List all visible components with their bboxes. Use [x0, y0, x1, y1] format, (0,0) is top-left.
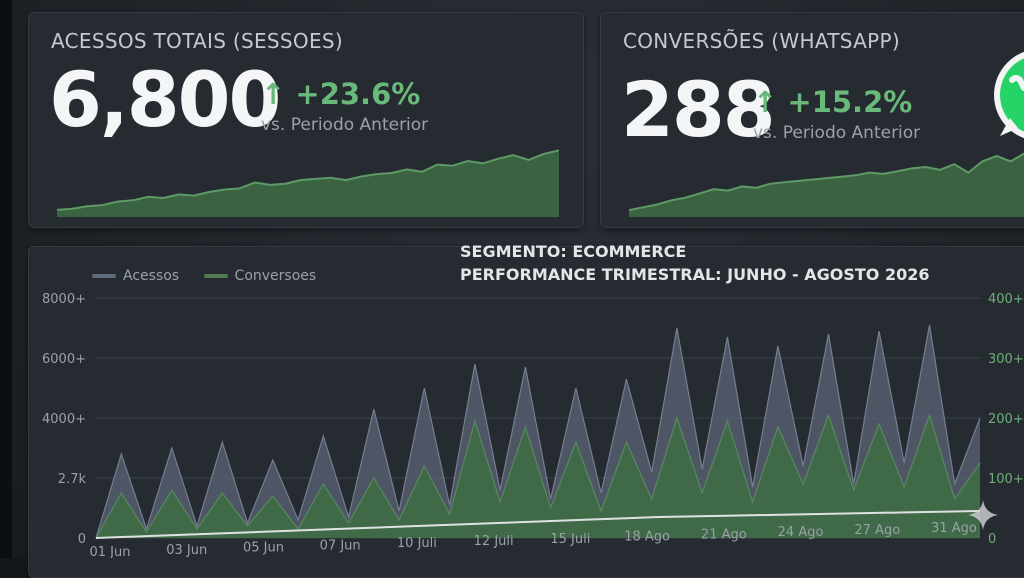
- y-tick-right: 100+: [988, 472, 1024, 487]
- y-tick-left: 6000+: [42, 352, 86, 367]
- x-tick: 01 Jun: [90, 545, 131, 558]
- sparkle-icon: [968, 500, 998, 530]
- kpi-value: 288: [621, 65, 776, 154]
- chart-legend: Acessos Conversoes: [92, 268, 336, 284]
- legend-item-acessos[interactable]: Acessos: [92, 268, 179, 284]
- kpi-card-conversions: CONVERSÕES (WHATSAPP) 288 ↑ +15.2% vs. P…: [600, 12, 1024, 228]
- x-tick: 07 Jun: [320, 538, 361, 553]
- y-tick-left: 2.7k: [58, 472, 87, 487]
- sparkline-line: [57, 149, 559, 211]
- x-tick: 15 Juli: [550, 532, 590, 547]
- series-line-acessos: [95, 324, 981, 539]
- sparkline-line: [629, 152, 1024, 212]
- x-tick: 10 Juli: [397, 536, 437, 551]
- legend-item-conversoes[interactable]: Conversoes: [203, 268, 317, 284]
- x-tick: 18 Ago: [624, 530, 670, 545]
- legend-label: Acessos: [123, 268, 180, 284]
- monitor-bezel: [0, 0, 12, 558]
- x-tick: 31 Ago: [931, 521, 977, 536]
- series-line-conversoes: [95, 413, 981, 539]
- x-tick: 27 Ago: [854, 523, 900, 538]
- kpi-card-sessions: ACESSOS TOTAIS (SESSOES) 6,800 ↑ +23.6% …: [28, 12, 584, 228]
- kpi-title: ACESSOS TOTAIS (SESSOES): [51, 29, 343, 53]
- y-tick-right: 0: [988, 532, 996, 547]
- series-area-conversoes: [96, 415, 980, 538]
- series-line-baseline: [95, 510, 981, 539]
- kpi-delta: ↑ +15.2%: [753, 85, 913, 119]
- y-tick-left: 0: [78, 532, 86, 547]
- y-tick-left: 4000+: [42, 412, 86, 427]
- legend-swatch-conversoes: [203, 274, 228, 278]
- chart-title-block: SEGMENTO: ECOMMERCE PERFORMANCE TRIMESTR…: [460, 240, 929, 286]
- x-tick: 03 Jun: [166, 543, 207, 558]
- kpi-title: CONVERSÕES (WHATSAPP): [623, 29, 900, 53]
- sparkline-sessions: [57, 149, 559, 217]
- y-tick-right: 200+: [988, 412, 1024, 427]
- kpi-value: 6,800: [49, 55, 281, 144]
- kpi-delta: ↑ +23.6%: [261, 77, 421, 111]
- x-tick: 24 Ago: [778, 525, 824, 540]
- x-tick: 05 Jun: [243, 541, 284, 556]
- x-tick: 21 Ago: [701, 527, 747, 542]
- x-tick: 12 Juli: [474, 534, 514, 549]
- kpi-note: vs. Periodo Anterior: [261, 115, 429, 135]
- whatsapp-logo-icon: [994, 51, 1024, 139]
- kpi-note: vs. Periodo Anterior: [753, 123, 921, 143]
- legend-swatch-acessos: [92, 274, 116, 278]
- y-tick-right: 300+: [988, 352, 1024, 367]
- chart-title: SEGMENTO: ECOMMERCE: [460, 242, 687, 261]
- performance-area-chart: 0 2.7k 4000+ 6000+ 8000+ 0 100+ 200+ 300+ 400+ 01 …: [42, 292, 1024, 558]
- sparkline-area: [629, 153, 1024, 217]
- sparkline-conversions: [629, 152, 1024, 217]
- y-tick-left: 8000+: [42, 292, 86, 307]
- y-tick-right: 400+: [988, 292, 1024, 307]
- legend-label: Conversoes: [234, 268, 317, 284]
- chart-subtitle: PERFORMANCE TRIMESTRAL: JUNHO - AGOSTO 2…: [460, 265, 930, 284]
